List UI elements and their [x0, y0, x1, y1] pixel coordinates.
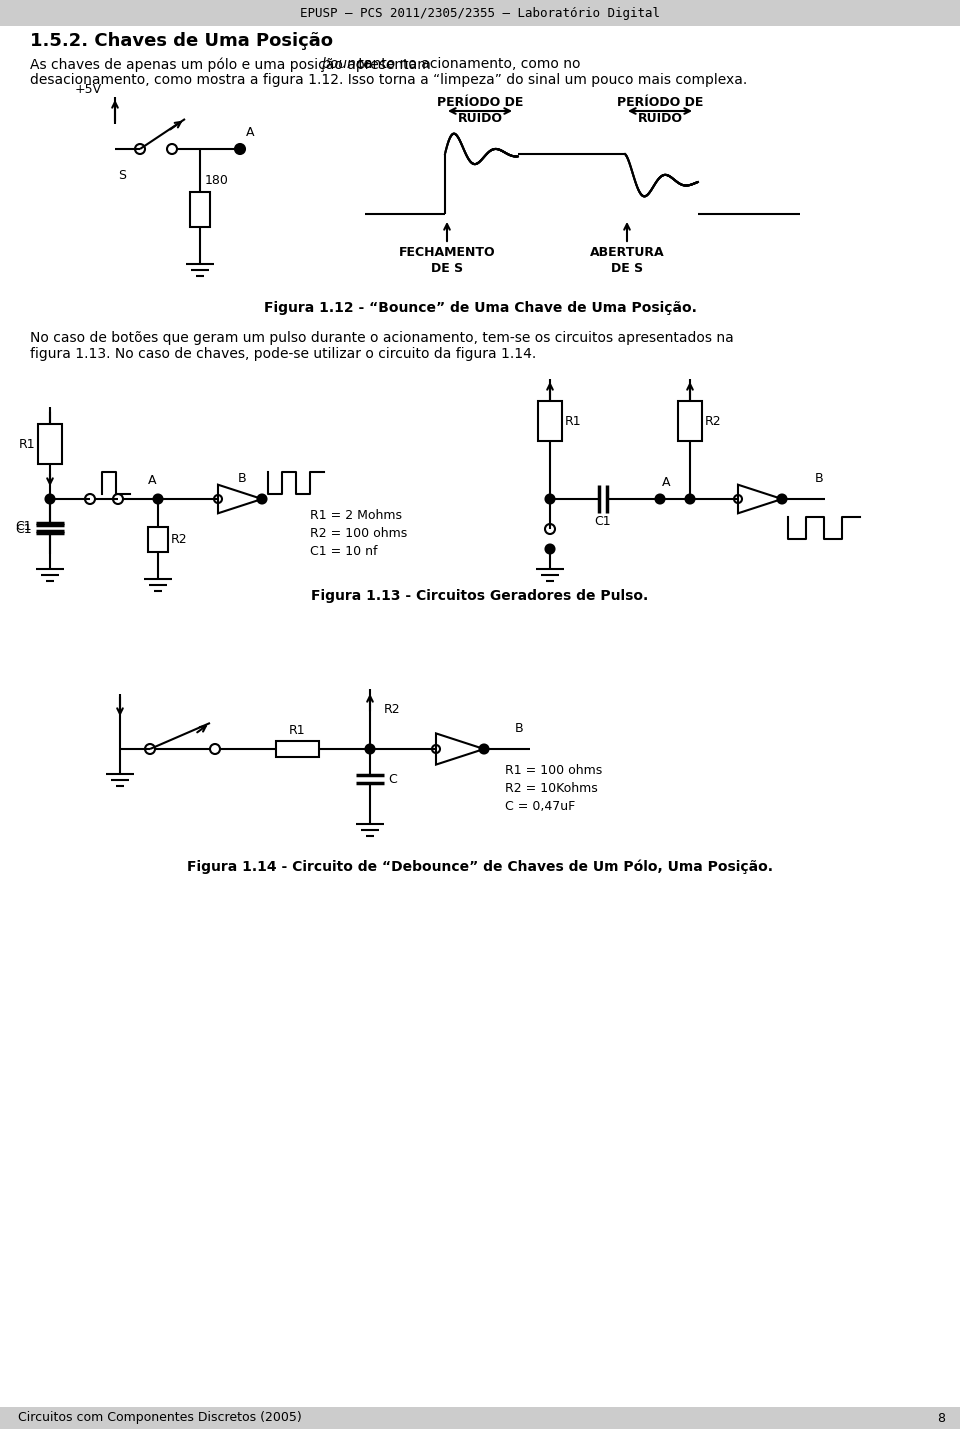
Circle shape — [235, 144, 245, 154]
Text: R2: R2 — [171, 533, 187, 546]
Circle shape — [45, 494, 55, 503]
Text: C1: C1 — [594, 514, 611, 527]
Text: +5V: +5V — [75, 83, 102, 96]
Bar — [190, 191, 210, 227]
Text: FECHAMENTO
DE S: FECHAMENTO DE S — [398, 246, 495, 274]
Text: tanto no acionamento, como no: tanto no acionamento, como no — [354, 57, 581, 71]
Text: C1: C1 — [15, 523, 32, 536]
Text: Figura 1.13 - Circuitos Geradores de Pulso.: Figura 1.13 - Circuitos Geradores de Pul… — [311, 589, 649, 603]
Bar — [0, 1408, 960, 1429]
Text: S: S — [118, 169, 126, 181]
Text: No caso de botões que geram um pulso durante o acionamento, tem-se os circuitos : No caso de botões que geram um pulso dur… — [30, 332, 733, 344]
Circle shape — [257, 494, 267, 503]
Text: As chaves de apenas um pólo e uma posição apresentam: As chaves de apenas um pólo e uma posiçã… — [30, 57, 435, 71]
Text: EPUSP – PCS 2011/2305/2355 – Laboratório Digital: EPUSP – PCS 2011/2305/2355 – Laboratório… — [300, 7, 660, 20]
Text: Circuitos com Componentes Discretos (2005): Circuitos com Componentes Discretos (200… — [18, 1412, 301, 1425]
Text: figura 1.13. No caso de chaves, pode-se utilizar o circuito da figura 1.14.: figura 1.13. No caso de chaves, pode-se … — [30, 347, 537, 362]
Text: C1: C1 — [15, 520, 32, 533]
Text: R1 = 100 ohms
R2 = 10Kohms
C = 0,47uF: R1 = 100 ohms R2 = 10Kohms C = 0,47uF — [505, 765, 602, 813]
Circle shape — [656, 494, 664, 503]
Text: R1 = 2 Mohms
R2 = 100 ohms
C1 = 10 nf: R1 = 2 Mohms R2 = 100 ohms C1 = 10 nf — [310, 509, 407, 557]
Text: desacionamento, como mostra a figura 1.12. Isso torna a “limpeza” do sinal um po: desacionamento, como mostra a figura 1.1… — [30, 73, 747, 87]
Bar — [538, 402, 562, 442]
Text: R1: R1 — [18, 437, 35, 450]
Circle shape — [685, 494, 694, 503]
Text: 8: 8 — [937, 1412, 945, 1425]
Bar — [0, 0, 960, 26]
Circle shape — [778, 494, 786, 503]
Text: B: B — [515, 722, 523, 735]
Text: R2: R2 — [705, 414, 722, 427]
Text: R2: R2 — [384, 703, 400, 716]
Text: B: B — [815, 472, 824, 484]
Text: A: A — [148, 474, 156, 487]
Text: A: A — [246, 126, 254, 139]
Bar — [38, 424, 62, 464]
Circle shape — [154, 494, 162, 503]
Circle shape — [545, 544, 555, 553]
Text: A: A — [662, 476, 670, 489]
Text: PERÍODO DE
RUÍDO: PERÍODO DE RUÍDO — [437, 96, 523, 124]
Text: R1: R1 — [289, 725, 306, 737]
Text: Figura 1.12 - “Bounce” de Uma Chave de Uma Posição.: Figura 1.12 - “Bounce” de Uma Chave de U… — [264, 302, 696, 314]
Circle shape — [366, 745, 374, 753]
Circle shape — [545, 494, 555, 503]
Text: PERÍODO DE
RUÍDO: PERÍODO DE RUÍDO — [617, 96, 703, 124]
Circle shape — [479, 745, 489, 753]
Text: 180: 180 — [205, 174, 228, 187]
Text: R1: R1 — [565, 414, 582, 427]
Bar — [148, 526, 168, 552]
Text: 1.5.2. Chaves de Uma Posição: 1.5.2. Chaves de Uma Posição — [30, 31, 333, 50]
Text: Figura 1.14 - Circuito de “Debounce” de Chaves de Um Pólo, Uma Posição.: Figura 1.14 - Circuito de “Debounce” de … — [187, 859, 773, 873]
Text: B: B — [238, 472, 247, 484]
Text: ABERTURA
DE S: ABERTURA DE S — [589, 246, 664, 274]
Bar — [276, 742, 319, 757]
Bar — [678, 402, 702, 442]
Text: bounce: bounce — [322, 57, 372, 71]
Text: C: C — [388, 773, 396, 786]
